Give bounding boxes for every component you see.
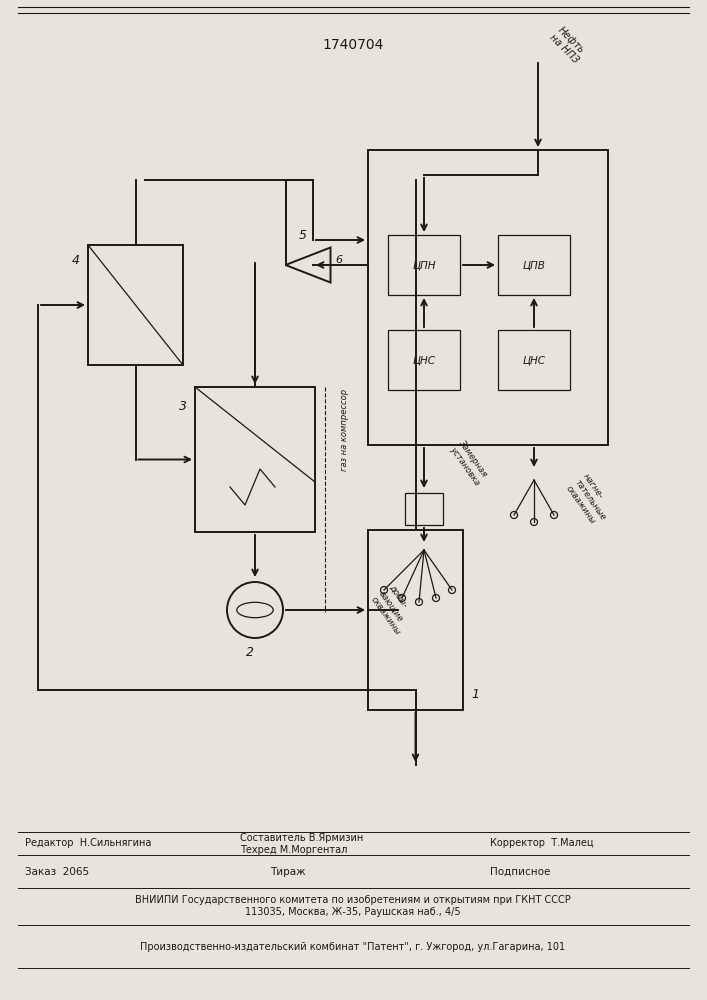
Text: Редактор  Н.Сильнягина: Редактор Н.Сильнягина [25,838,151,848]
Bar [195,387,315,532]
Bar [498,330,570,390]
Text: ВНИИПИ Государственного комитета по изобретениям и открытиям при ГКНТ СССР: ВНИИПИ Государственного комитета по изоб… [135,895,571,905]
Text: Нефть
на НПЗ: Нефть на НПЗ [548,24,589,66]
Text: добы-
вающие
скважины: добы- вающие скважины [369,583,419,637]
Text: 4: 4 [72,253,80,266]
Text: Тираж: Тираж [270,867,305,877]
Text: 2: 2 [246,647,254,660]
Bar [405,493,443,525]
Text: Подписное: Подписное [490,867,550,877]
Text: Производственно-издательский комбинат "Патент", г. Ужгород, ул.Гагарина, 101: Производственно-издательский комбинат "П… [141,942,566,952]
Text: Корректор  Т.Малец: Корректор Т.Малец [490,838,594,848]
Text: 5: 5 [299,229,307,242]
Text: нагне-
тательные
скважины: нагне- тательные скважины [564,472,616,528]
Text: Техред М.Моргентал: Техред М.Моргентал [240,845,347,855]
Text: Замерная
установка: Замерная установка [448,439,490,487]
Text: 1: 1 [471,688,479,702]
Text: 113035, Москва, Ж-35, Раушская наб., 4/5: 113035, Москва, Ж-35, Раушская наб., 4/5 [245,907,461,917]
Text: ЦПВ: ЦПВ [522,260,545,270]
Text: ЦПН: ЦПН [412,260,436,270]
Bar [388,330,460,390]
Text: 6: 6 [336,255,343,265]
Bar [388,235,460,295]
Text: газ на компрессор: газ на компрессор [340,388,349,471]
Text: ЦНС: ЦНС [522,355,546,365]
Text: 3: 3 [179,400,187,414]
Text: Заказ  2065: Заказ 2065 [25,867,89,877]
Text: 1740704: 1740704 [322,38,384,52]
Text: Составитель В.Ярмизин: Составитель В.Ярмизин [240,833,363,843]
Bar [88,245,183,365]
Bar [498,235,570,295]
Bar [368,530,463,710]
Text: ЦНС: ЦНС [412,355,436,365]
Bar [368,150,608,445]
